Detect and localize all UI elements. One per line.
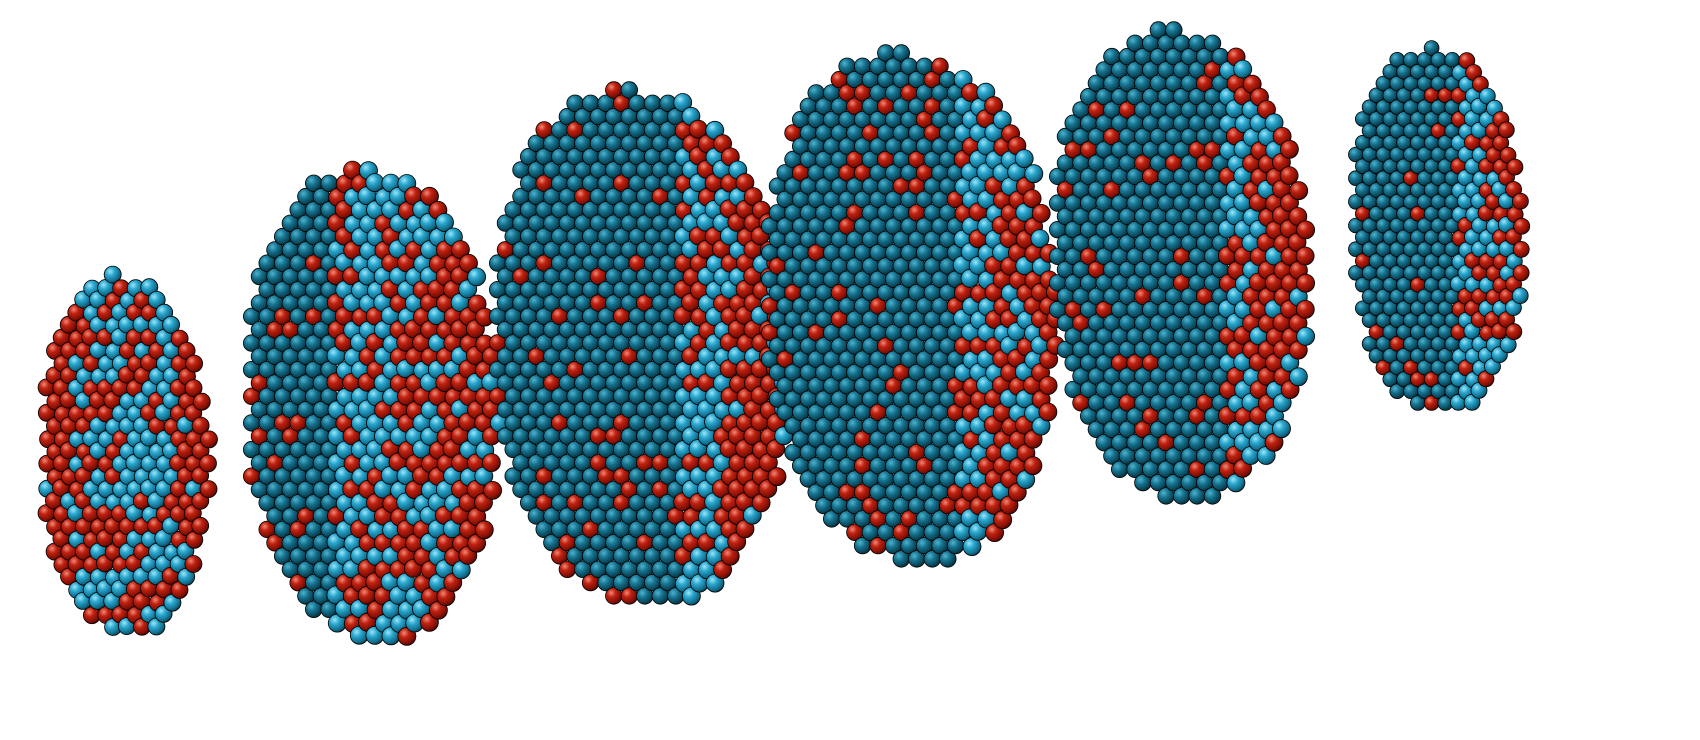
cyan-atom (992, 110, 1012, 130)
red-atom (1512, 264, 1530, 282)
red-atom (1296, 273, 1315, 293)
red-atom (420, 186, 439, 206)
red-atom (1022, 189, 1042, 209)
cyan-atom (673, 93, 693, 112)
red-atom (931, 57, 949, 76)
cyan-atom (1272, 419, 1291, 439)
cyan-atom (162, 315, 181, 334)
red-atom (191, 416, 210, 435)
red-atom (1023, 456, 1043, 476)
red-atom (474, 520, 494, 540)
red-atom (191, 516, 210, 535)
cyan-atom (1233, 59, 1253, 79)
red-atom (767, 467, 787, 487)
cyan-atom (435, 213, 454, 232)
cyan-atom (892, 44, 911, 62)
slice-2 (242, 160, 509, 646)
cyan-atom (1014, 149, 1034, 169)
red-atom (1295, 299, 1315, 319)
cyan-atom (1203, 487, 1222, 505)
slice-6 (1348, 40, 1531, 411)
red-atom (1505, 323, 1523, 341)
cyan-atom (1024, 164, 1044, 184)
red-atom (1295, 246, 1315, 266)
cyan-atom (1165, 21, 1183, 39)
cyan-atom (1511, 287, 1529, 305)
red-atom (184, 555, 203, 573)
red-atom (1289, 181, 1309, 201)
red-atom (483, 480, 503, 500)
red-atom (1512, 192, 1529, 210)
red-atom (735, 173, 755, 193)
red-atom (1031, 203, 1051, 223)
red-atom (200, 430, 218, 449)
slice-1 (37, 265, 218, 636)
red-atom (481, 453, 501, 473)
red-atom (199, 480, 218, 499)
red-atom (192, 392, 211, 411)
cyan-atom (1423, 40, 1440, 56)
red-atom (184, 379, 203, 398)
cyan-atom (467, 267, 487, 287)
red-atom (199, 454, 217, 473)
slice-5 (1048, 21, 1315, 505)
red-atom (1506, 158, 1524, 176)
slice-4 (761, 44, 1066, 568)
red-atom (1038, 376, 1058, 395)
red-atom (1279, 166, 1299, 186)
cyan-atom (939, 550, 957, 568)
cyan-atom (1203, 34, 1222, 53)
red-atom (1038, 402, 1058, 422)
cyan-atom (620, 81, 639, 99)
cyan-atom (1030, 229, 1050, 249)
red-atom (1497, 121, 1515, 139)
cyan-atom (103, 265, 122, 284)
red-atom (1513, 217, 1531, 235)
red-atom (185, 354, 204, 373)
red-atom (1512, 240, 1530, 258)
cyan-atom (1289, 367, 1308, 387)
red-atom (984, 96, 1003, 116)
cyan-atom (1296, 326, 1315, 346)
red-atom (1280, 139, 1299, 159)
red-atom (1296, 220, 1315, 240)
slice-3 (489, 81, 794, 606)
